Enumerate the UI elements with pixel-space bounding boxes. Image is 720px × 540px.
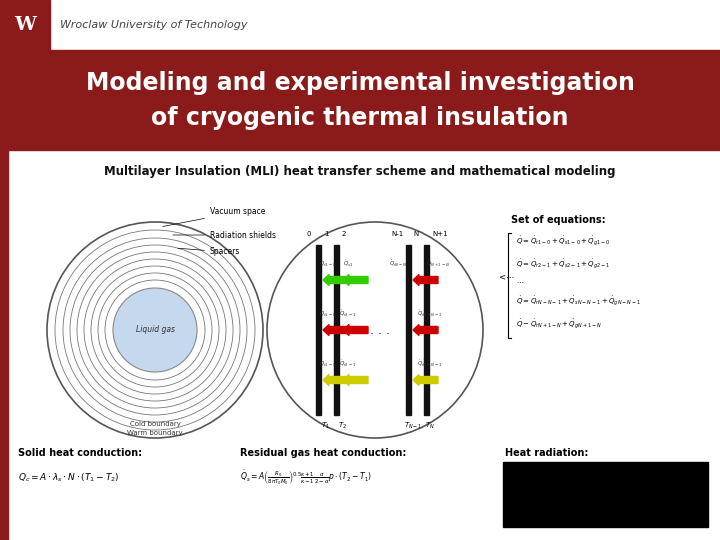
Text: N-1: N-1: [392, 231, 404, 237]
Text: $\dot{Q}_{r1-0}$: $\dot{Q}_{r1-0}$: [319, 308, 337, 319]
Text: Cold boundary: Cold boundary: [130, 421, 181, 427]
Text: $\cdots$: $\cdots$: [516, 278, 524, 284]
Text: $T_{N-1}$: $T_{N-1}$: [404, 421, 423, 431]
Text: N: N: [413, 231, 418, 237]
Text: $\dot{Q} - \dot{Q}_{rN+1-N} + \dot{Q}_{gN+1-N}$: $\dot{Q} - \dot{Q}_{rN+1-N} + \dot{Q}_{g…: [516, 318, 602, 332]
Text: $T_N$: $T_N$: [425, 421, 435, 431]
Text: Residual gas heat conduction:: Residual gas heat conduction:: [240, 448, 406, 458]
Circle shape: [113, 288, 197, 372]
Text: $\dot{Q}_{N+1-N}$: $\dot{Q}_{N+1-N}$: [426, 259, 450, 269]
Bar: [503, 462, 708, 527]
Text: Set of equations:: Set of equations:: [511, 215, 606, 225]
Text: $\dot{Q}_{r1-0}$: $\dot{Q}_{r1-0}$: [319, 259, 337, 269]
Text: $\dot{Q}_{r1-0}$: $\dot{Q}_{r1-0}$: [319, 359, 337, 369]
Text: $\dot{Q} = \dot{Q}_{r1-0} + \dot{Q}_{s1-0} + \dot{Q}_{g1-0}$: $\dot{Q} = \dot{Q}_{r1-0} + \dot{Q}_{s1-…: [516, 235, 611, 249]
Circle shape: [267, 222, 483, 438]
Bar: [0, 0, 50, 50]
Bar: [0, 50, 720, 150]
FancyArrow shape: [323, 325, 348, 335]
Text: Spacers: Spacers: [178, 247, 240, 256]
Text: W: W: [14, 16, 36, 34]
Text: $\dot{Q}_{r2-1}$: $\dot{Q}_{r2-1}$: [339, 359, 356, 369]
Text: Wroclaw University of Technology: Wroclaw University of Technology: [60, 20, 248, 30]
FancyArrow shape: [343, 274, 368, 286]
Circle shape: [47, 222, 263, 438]
Text: $\dot{Q}_{r2-1}$: $\dot{Q}_{r2-1}$: [339, 308, 356, 319]
FancyArrow shape: [343, 375, 368, 386]
Text: Radiation shields: Radiation shields: [173, 231, 276, 240]
Text: $T_2$: $T_2$: [338, 421, 346, 431]
Text: $Q_c = A \cdot \lambda_s \cdot N \cdot (T_1 - T_2)$: $Q_c = A \cdot \lambda_s \cdot N \cdot (…: [18, 472, 120, 484]
FancyArrow shape: [343, 325, 368, 335]
Text: $\dot{Q} = \dot{Q}_{rN-N-1} + \dot{Q}_{sN-N-1} + \dot{Q}_{gN-N-1}$: $\dot{Q} = \dot{Q}_{rN-N-1} + \dot{Q}_{s…: [516, 295, 641, 309]
FancyArrow shape: [323, 274, 348, 286]
Text: $<\!\cdots$: $<\!\cdots$: [497, 273, 515, 282]
Text: $\dot{Q}_{rN-N}$: $\dot{Q}_{rN-N}$: [389, 259, 408, 269]
Text: Modeling and experimental investigation: Modeling and experimental investigation: [86, 71, 634, 95]
Text: Multilayer Insulation (MLI) heat transfer scheme and mathematical modeling: Multilayer Insulation (MLI) heat transfe…: [104, 165, 616, 179]
Bar: [424, 245, 429, 415]
Text: $T_1$: $T_1$: [320, 421, 330, 431]
Text: $\dot{Q}_{rN-N-1}$: $\dot{Q}_{rN-N-1}$: [418, 359, 443, 369]
Text: N+1: N+1: [432, 231, 448, 237]
Text: $\dot{Q}_{rN-N-1}$: $\dot{Q}_{rN-N-1}$: [418, 308, 443, 319]
Text: Heat radiation:: Heat radiation:: [505, 448, 588, 458]
Text: $\dot{Q} = \dot{Q}_{r2-1} + \dot{Q}_{s2-1} + \dot{Q}_{g2-1}$: $\dot{Q} = \dot{Q}_{r2-1} + \dot{Q}_{s2-…: [516, 258, 611, 272]
Text: Warm boundary: Warm boundary: [127, 430, 183, 436]
Text: 0: 0: [307, 231, 311, 237]
FancyArrow shape: [413, 375, 438, 386]
Text: Solid heat conduction:: Solid heat conduction:: [18, 448, 142, 458]
Text: 2: 2: [342, 231, 346, 237]
Bar: [406, 245, 411, 415]
FancyArrow shape: [413, 325, 438, 335]
Text: $\dot{Q}_s = A \left(\frac{R_0}{8\pi T_0 M_0}\right)^{0.5}\!\frac{\kappa+1}{\kap: $\dot{Q}_s = A \left(\frac{R_0}{8\pi T_0…: [240, 468, 372, 487]
Bar: [316, 245, 321, 415]
Bar: [0, 150, 8, 540]
Text: . . .: . . .: [370, 323, 390, 336]
Text: 1: 1: [324, 231, 328, 237]
FancyArrow shape: [323, 375, 348, 386]
Bar: [334, 245, 339, 415]
Text: $\dot{Q}_{s1}$: $\dot{Q}_{s1}$: [343, 259, 354, 269]
Text: Liquid gas: Liquid gas: [135, 326, 174, 334]
Text: Vacuum space: Vacuum space: [163, 207, 266, 226]
Text: of cryogenic thermal insulation: of cryogenic thermal insulation: [151, 106, 569, 130]
FancyArrow shape: [413, 274, 438, 286]
